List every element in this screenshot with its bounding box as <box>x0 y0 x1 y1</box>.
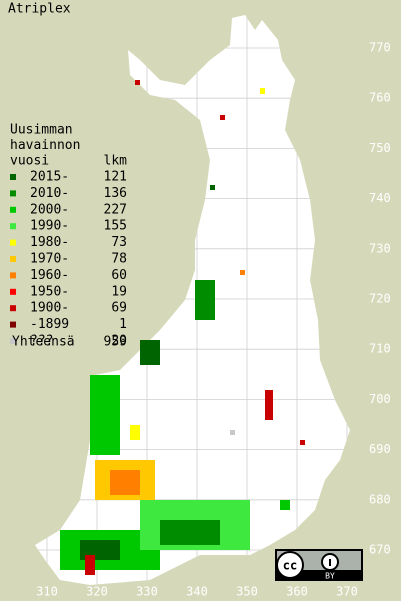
y-grid-label: 710 <box>369 342 391 356</box>
legend-swatch <box>10 305 16 312</box>
x-grid-label: 330 <box>136 585 158 599</box>
legend-label: 1970- <box>30 252 69 267</box>
legend-label: 2010- <box>30 186 69 201</box>
x-grid-label: 370 <box>336 585 358 599</box>
legend-swatch <box>10 338 16 344</box>
legend-label: 1990- <box>30 219 69 234</box>
legend-count: 121 <box>104 170 127 185</box>
legend-count: 1 <box>119 317 127 332</box>
legend-count: 73 <box>111 235 127 250</box>
x-grid-label: 340 <box>186 585 208 599</box>
title: Atriplex <box>8 2 71 17</box>
legend-label: 1900- <box>30 301 69 316</box>
y-grid-label: 690 <box>369 442 391 456</box>
legend-label: 1960- <box>30 268 69 283</box>
legend-swatch <box>10 321 16 328</box>
legend-label: 2015- <box>30 170 69 185</box>
legend-header: havainnon <box>10 138 80 153</box>
legend-count-header: lkm <box>104 154 128 169</box>
by-badge: BY <box>325 572 335 581</box>
y-grid-label: 700 <box>369 392 391 406</box>
legend-header: Uusimman <box>10 123 73 138</box>
legend-swatch <box>10 272 16 279</box>
y-grid-label: 750 <box>369 141 391 155</box>
legend-swatch <box>10 256 16 262</box>
x-grid-label: 350 <box>236 585 258 599</box>
x-grid-label: 310 <box>36 585 58 599</box>
legend-count: 227 <box>104 202 127 217</box>
y-grid-label: 720 <box>369 292 391 306</box>
legend-swatch <box>10 174 16 180</box>
legend-count: 155 <box>104 219 127 234</box>
x-grid-label: 360 <box>286 585 308 599</box>
legend-swatch <box>10 190 16 197</box>
legend-swatch <box>10 288 16 295</box>
y-grid-label: 760 <box>369 91 391 105</box>
y-grid-label: 680 <box>369 492 391 506</box>
legend-swatch <box>10 223 16 230</box>
observations <box>60 80 305 575</box>
legend-swatch <box>10 239 16 246</box>
legend-count: 19 <box>111 284 127 299</box>
legend-count: 136 <box>104 186 127 201</box>
license: cc BY <box>275 549 363 581</box>
legend-swatch <box>10 206 16 213</box>
legend-label: ??? <box>30 334 53 349</box>
cc-icon: cc <box>283 559 297 573</box>
y-grid-label: 730 <box>369 241 391 255</box>
x-grid-label: 320 <box>86 585 108 599</box>
legend-count: 69 <box>111 301 127 316</box>
legend-label: -1899 <box>30 317 69 332</box>
legend-label: 1950- <box>30 284 69 299</box>
y-grid-label: 740 <box>369 191 391 205</box>
total-count: 959 <box>104 335 127 350</box>
total-label: Yhteensä <box>12 335 75 350</box>
y-grid-label: 670 <box>369 543 391 557</box>
legend-count: 60 <box>111 268 127 283</box>
legend-label: 1980- <box>30 235 69 250</box>
legend-count: 78 <box>111 252 127 267</box>
y-grid-label: 770 <box>369 41 391 55</box>
legend-count: 20 <box>111 334 127 349</box>
legend-label: 2000- <box>30 202 69 217</box>
legend-header: vuosi <box>10 154 49 169</box>
